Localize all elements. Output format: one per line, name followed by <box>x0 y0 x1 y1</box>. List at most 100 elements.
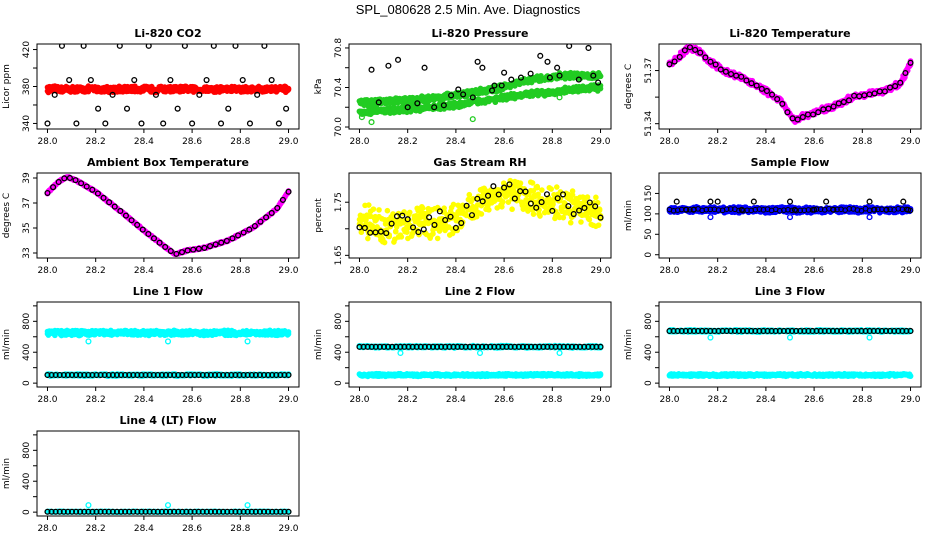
data-point <box>285 331 292 337</box>
y-tick-label: 37 <box>22 197 32 208</box>
data-point <box>420 226 427 233</box>
data-point <box>559 191 567 198</box>
data-point <box>527 70 534 77</box>
y-tick-label: 1.65 <box>334 245 344 265</box>
data-point <box>381 239 388 246</box>
data-point <box>549 207 556 214</box>
data-point <box>727 206 734 212</box>
plot-area <box>666 44 914 125</box>
x-tick-label: 28.0 <box>37 266 57 276</box>
data-point <box>576 207 583 214</box>
data-point <box>537 213 543 219</box>
data-point <box>178 249 186 256</box>
data-point <box>474 195 481 202</box>
data-point <box>758 85 765 92</box>
data-point <box>431 221 438 228</box>
data-point <box>44 189 51 197</box>
data-point <box>586 199 593 206</box>
data-point <box>529 180 536 186</box>
data-point <box>210 44 217 49</box>
data-point <box>275 120 282 127</box>
data-point <box>128 217 135 224</box>
plot-area <box>44 327 292 379</box>
data-point <box>89 186 96 193</box>
data-point <box>678 206 685 213</box>
x-tick-label: 29.0 <box>900 266 920 276</box>
data-point <box>892 83 899 90</box>
data-point <box>676 53 683 61</box>
data-point <box>421 64 428 71</box>
data-point <box>581 204 588 212</box>
x-tick-label: 28.6 <box>182 266 202 276</box>
data-point <box>452 224 459 231</box>
data-point <box>426 214 433 221</box>
data-point <box>786 214 794 221</box>
data-point <box>738 73 745 80</box>
data-point <box>478 211 485 217</box>
data-point <box>145 230 152 238</box>
panel-title: Li-820 Temperature <box>729 27 850 40</box>
data-point <box>886 84 894 91</box>
data-point <box>501 69 508 76</box>
data-point <box>550 201 556 208</box>
data-point <box>565 203 572 210</box>
data-point <box>750 198 757 205</box>
y-tick-label: 400 <box>22 343 32 360</box>
data-point <box>753 82 760 89</box>
data-point <box>174 105 181 112</box>
data-point <box>78 180 85 187</box>
y-axis-label: degrees C <box>2 193 12 238</box>
data-point <box>383 230 390 237</box>
data-point <box>789 207 795 214</box>
panel-title: Sample Flow <box>751 156 830 169</box>
data-point <box>160 120 167 127</box>
plot-area <box>356 177 604 246</box>
data-point <box>257 218 264 225</box>
data-point <box>372 229 379 236</box>
data-point <box>131 76 138 84</box>
data-point <box>139 226 146 233</box>
plot-frame <box>658 43 922 130</box>
data-point <box>218 239 225 246</box>
data-point <box>368 66 375 73</box>
data-point <box>723 206 730 212</box>
data-point <box>189 120 196 127</box>
data-point <box>830 206 836 213</box>
data-point <box>498 82 505 89</box>
data-point <box>595 79 602 86</box>
data-point <box>581 198 588 205</box>
plot-frame <box>36 301 300 388</box>
data-point <box>440 102 447 109</box>
data-point <box>385 62 392 69</box>
data-point <box>94 190 101 197</box>
data-point <box>697 49 704 56</box>
data-point <box>533 204 540 211</box>
y-tick-label: 420 <box>22 41 32 58</box>
data-point <box>358 229 365 236</box>
data-point <box>156 239 163 246</box>
x-tick-label: 28.0 <box>349 266 369 276</box>
x-tick-label: 29.0 <box>590 137 610 147</box>
data-point <box>150 235 158 242</box>
data-point <box>285 188 292 195</box>
data-point <box>596 207 603 214</box>
data-point <box>666 61 673 68</box>
x-tick-label: 28.8 <box>230 266 250 276</box>
data-point <box>727 70 735 78</box>
data-point <box>797 207 804 214</box>
data-point <box>500 199 506 205</box>
data-point <box>283 105 290 112</box>
data-point <box>505 199 512 205</box>
data-point <box>382 221 389 227</box>
data-point <box>774 96 781 103</box>
x-tick-label: 29.0 <box>590 266 610 276</box>
data-point <box>61 175 68 182</box>
data-point <box>376 207 382 213</box>
data-point <box>152 91 159 98</box>
data-point <box>106 199 113 206</box>
series-averages <box>44 44 290 127</box>
panel-title: Line 1 Flow <box>133 285 203 298</box>
data-point <box>743 77 750 84</box>
